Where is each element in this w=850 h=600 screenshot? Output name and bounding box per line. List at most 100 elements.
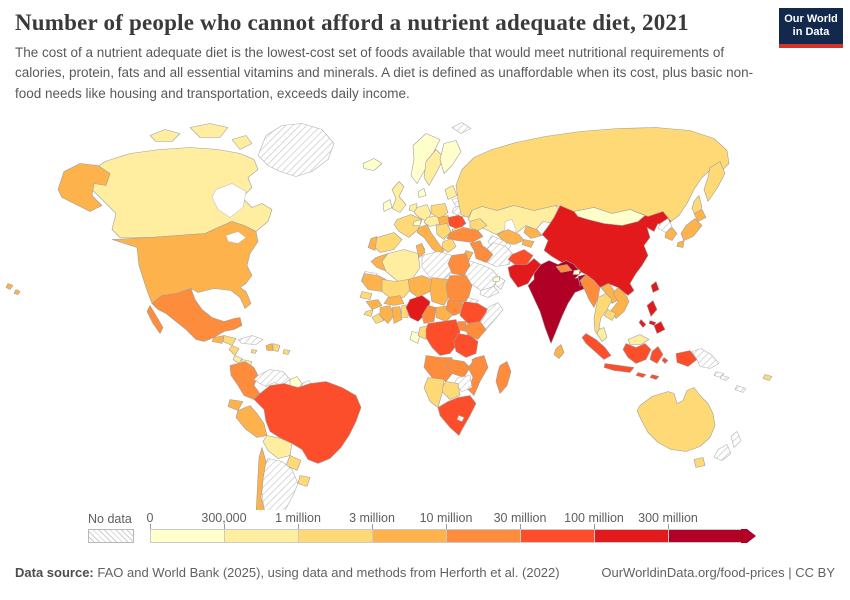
country-fiji[interactable]: [762, 374, 773, 381]
country-new-caledonia[interactable]: [734, 385, 747, 393]
country-tunisia[interactable]: [415, 243, 426, 258]
country-india[interactable]: [527, 260, 592, 344]
country-south-sudan[interactable]: [445, 299, 465, 316]
country-libya[interactable]: [421, 251, 453, 282]
country-hawaii-2[interactable]: [13, 289, 21, 295]
legend-color-bar[interactable]: [150, 529, 756, 543]
country-dr-congo[interactable]: [425, 319, 461, 356]
country-lesotho[interactable]: [456, 415, 465, 422]
country-vietnam[interactable]: [610, 287, 630, 319]
country-nicaragua[interactable]: [228, 345, 240, 356]
country-japan-hokkaido[interactable]: [693, 209, 707, 222]
country-kazakhstan[interactable]: [467, 205, 562, 235]
country-canada[interactable]: [84, 123, 273, 238]
legend-segment[interactable]: [594, 529, 668, 543]
country-cameroon[interactable]: [421, 305, 437, 324]
country-philippines-luzon[interactable]: [646, 300, 658, 317]
country-senegal[interactable]: [359, 291, 373, 300]
country-sweden[interactable]: [423, 149, 445, 186]
country-liberia[interactable]: [371, 313, 385, 324]
country-iran[interactable]: [486, 242, 514, 267]
country-ecuador[interactable]: [227, 399, 244, 411]
country-south-korea[interactable]: [664, 227, 678, 241]
country-malaysia-borneo[interactable]: [627, 334, 650, 345]
country-cuba[interactable]: [237, 335, 264, 345]
country-united-kingdom[interactable]: [391, 181, 407, 213]
legend-segment[interactable]: [520, 529, 594, 543]
country-svalbard[interactable]: [451, 122, 472, 134]
country-indonesia-java[interactable]: [603, 363, 635, 373]
license-link[interactable]: OurWorldinData.org/food-prices | CC BY: [601, 565, 835, 580]
country-algeria[interactable]: [381, 249, 421, 282]
country-tanzania[interactable]: [453, 333, 479, 358]
country-papua-new-guinea[interactable]: [691, 348, 720, 369]
country-philippines-mindanao[interactable]: [653, 321, 666, 334]
owid-logo[interactable]: Our World in Data: [779, 8, 843, 48]
country-myanmar[interactable]: [579, 274, 601, 308]
legend-segment[interactable]: [150, 529, 224, 543]
country-caucasus[interactable]: [469, 218, 488, 231]
country-denmark[interactable]: [417, 188, 427, 198]
country-niger[interactable]: [407, 275, 433, 298]
legend-segment[interactable]: [224, 529, 298, 543]
country-taiwan[interactable]: [650, 281, 660, 293]
country-ghana[interactable]: [391, 306, 403, 324]
country-uae[interactable]: [492, 276, 501, 282]
country-ivory-coast[interactable]: [379, 305, 395, 324]
country-paraguay[interactable]: [285, 455, 302, 471]
legend-segment[interactable]: [446, 529, 520, 543]
country-angola[interactable]: [423, 355, 455, 382]
country-baltics[interactable]: [444, 185, 458, 200]
country-turkey[interactable]: [446, 227, 484, 243]
country-jamaica[interactable]: [250, 349, 258, 354]
country-australia[interactable]: [636, 387, 716, 452]
country-bolivia[interactable]: [262, 435, 293, 459]
country-indonesia-lesser-sunda[interactable]: [635, 372, 647, 378]
country-portugal[interactable]: [367, 236, 378, 251]
country-honduras[interactable]: [222, 335, 237, 346]
country-madagascar[interactable]: [495, 361, 512, 394]
country-yemen[interactable]: [479, 286, 500, 298]
country-dominican-republic[interactable]: [272, 343, 281, 352]
legend-no-data-swatch[interactable]: [88, 529, 134, 543]
country-south-africa[interactable]: [437, 395, 477, 436]
country-philippines-palawan[interactable]: [638, 319, 647, 328]
country-finland[interactable]: [439, 140, 462, 174]
country-china[interactable]: [541, 205, 672, 296]
country-mexico[interactable]: [146, 288, 243, 342]
country-congo[interactable]: [417, 325, 429, 340]
country-japan-kyushu[interactable]: [676, 240, 685, 248]
country-mali[interactable]: [381, 279, 413, 300]
country-switzerland[interactable]: [412, 219, 422, 226]
country-sierra-leone[interactable]: [363, 309, 374, 317]
country-solomon-islands[interactable]: [719, 375, 730, 381]
country-guatemala[interactable]: [211, 335, 225, 344]
country-north-korea[interactable]: [657, 218, 673, 233]
country-nepal[interactable]: [555, 264, 573, 273]
country-poland[interactable]: [430, 203, 449, 219]
country-somalia[interactable]: [478, 302, 504, 334]
country-russia[interactable]: [455, 127, 730, 222]
country-sri-lanka[interactable]: [553, 344, 565, 359]
country-france[interactable]: [393, 214, 423, 238]
legend-segment[interactable]: [668, 529, 742, 543]
country-indonesia-sulawesi[interactable]: [649, 346, 664, 364]
country-peru[interactable]: [235, 405, 268, 438]
country-costa-rica[interactable]: [232, 355, 243, 364]
country-iceland[interactable]: [362, 158, 383, 171]
country-indonesia-sumatra[interactable]: [581, 333, 612, 360]
country-russia-kamchatka[interactable]: [703, 161, 726, 202]
legend-segment[interactable]: [372, 529, 446, 543]
country-spain[interactable]: [371, 232, 403, 253]
country-cambodia[interactable]: [603, 309, 617, 321]
country-alaska[interactable]: [57, 163, 111, 212]
country-brazil[interactable]: [253, 381, 362, 464]
country-guinea[interactable]: [365, 299, 383, 310]
country-japan-honshu[interactable]: [680, 218, 703, 241]
legend-segment[interactable]: [298, 529, 372, 543]
country-indonesia-kalimantan[interactable]: [622, 343, 652, 364]
country-namibia[interactable]: [423, 377, 445, 408]
country-malaysia[interactable]: [596, 327, 608, 342]
country-indonesia-papua[interactable]: [675, 350, 698, 367]
country-puerto-rico[interactable]: [282, 349, 291, 355]
